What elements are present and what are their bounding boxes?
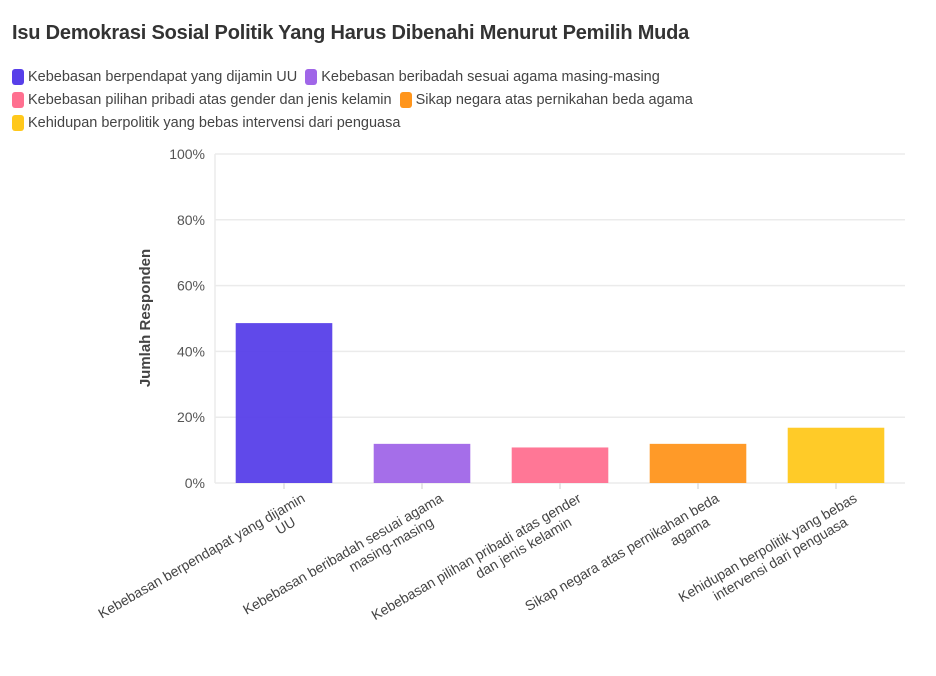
legend-swatch [12, 115, 24, 131]
x-tick-label-line: Kebebasan pilihan pribadi atas gender [369, 490, 584, 624]
legend-swatch [12, 69, 24, 85]
y-tick-label: 60% [177, 278, 205, 294]
y-tick-label: 100% [169, 146, 205, 162]
x-tick-label: Kebebasan berpendapat yang dijaminUU [95, 490, 315, 636]
y-tick-label: 20% [177, 409, 205, 425]
y-tick-label: 40% [177, 343, 205, 359]
bar [787, 427, 885, 483]
bar [373, 443, 471, 483]
legend-item[interactable]: Sikap negara atas pernikahan beda agama [399, 89, 693, 111]
legend-item[interactable]: Kebebasan berpendapat yang dijamin UU [12, 66, 297, 88]
chart-title: Isu Demokrasi Sosial Politik Yang Harus … [12, 22, 690, 44]
legend-label: Sikap negara atas pernikahan beda agama [415, 92, 693, 108]
legend: Kebebasan berpendapat yang dijamin UU Keb… [12, 66, 752, 135]
legend-item[interactable]: Kehidupan berpolitik yang bebas interven… [12, 112, 400, 134]
legend-item[interactable]: Kebebasan pilihan pribadi atas gender da… [12, 89, 392, 111]
legend-label: Kebebasan beribadah sesuai agama masing-… [321, 69, 660, 85]
y-tick-label: 0% [185, 475, 205, 491]
legend-swatch [305, 69, 318, 85]
y-tick-label: 80% [177, 212, 205, 228]
legend-label: Kebebasan berpendapat yang dijamin UU [28, 69, 298, 85]
bar [649, 443, 747, 483]
x-tick-label-line: Kebebasan berpendapat yang dijamin [95, 490, 307, 622]
legend-swatch [399, 92, 412, 108]
y-axis-title: Jumlah Responden [137, 249, 154, 387]
legend-label: Kehidupan berpolitik yang bebas interven… [28, 115, 401, 131]
bar [235, 323, 333, 483]
legend-item[interactable]: Kebebasan beribadah sesuai agama masing-… [305, 66, 660, 88]
bar [511, 447, 609, 483]
legend-swatch [12, 92, 24, 108]
legend-label: Kebebasan pilihan pribadi atas gender da… [28, 92, 392, 108]
